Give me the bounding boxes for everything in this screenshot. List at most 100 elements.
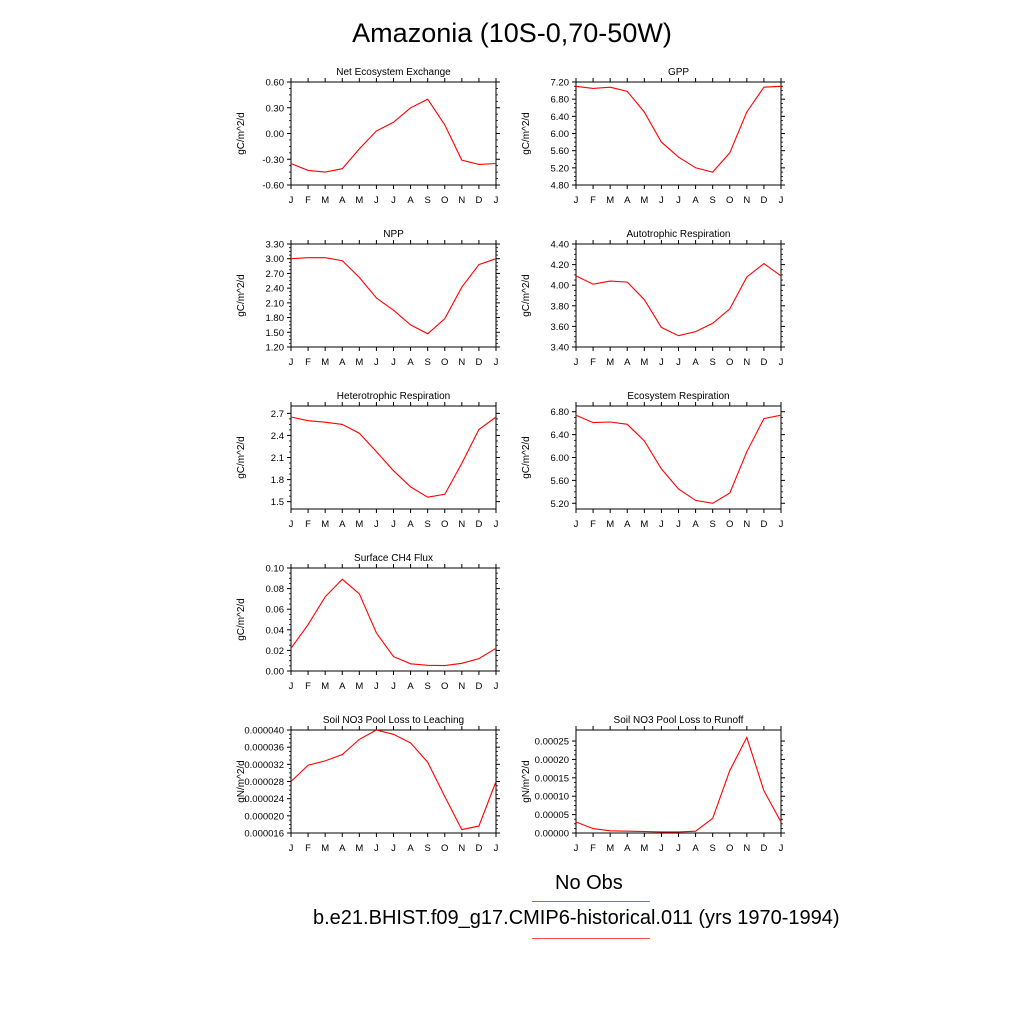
x-tick-label: J [391, 357, 396, 368]
chart-title: Surface CH4 Flux [354, 553, 433, 564]
x-tick-label: J [779, 519, 784, 530]
x-tick-label: M [640, 195, 648, 206]
chart-panel-7: Surface CH4 Flux gC/m^2/d 0.10 0.08 0.06 0.04… [236, 553, 500, 692]
x-tick-label: J [659, 519, 664, 530]
x-tick-label: J [494, 519, 499, 530]
x-tick-label: J [374, 195, 379, 206]
y-tick-label: 2.70 [266, 269, 285, 280]
x-tick-label: J [289, 195, 294, 206]
y-tick-label: 6.80 [551, 95, 570, 106]
x-tick-label: M [640, 519, 648, 530]
x-tick-label: J [659, 195, 664, 206]
series-line [575, 85, 782, 173]
y-tick-label: 1.20 [266, 343, 285, 354]
chart-panel-1: Net Ecosystem Exchange gC/m^2/d 0.60 0.30 0.… [236, 67, 500, 206]
x-tick-label: D [475, 195, 482, 206]
y-tick-label: 4.40 [551, 240, 570, 251]
x-tick-label: A [407, 519, 414, 530]
x-tick-label: J [659, 357, 664, 368]
legend-line-model [532, 938, 650, 939]
y-axis-label: gC/m^2/d [236, 436, 247, 479]
x-tick-label: A [692, 519, 699, 530]
x-tick-label: D [475, 843, 482, 854]
x-tick-label: N [743, 519, 750, 530]
y-tick-label: 5.20 [551, 163, 570, 174]
x-tick-label: O [726, 519, 733, 530]
x-tick-label: D [760, 519, 767, 530]
y-tick-label: 4.80 [551, 181, 570, 192]
x-tick-label: S [424, 681, 430, 692]
x-tick-label: O [441, 681, 448, 692]
x-tick-label: J [494, 681, 499, 692]
y-tick-label: 0.00020 [535, 755, 569, 766]
y-axis-label: gN/m^2/d [236, 760, 247, 803]
chart-title: GPP [668, 67, 689, 78]
x-tick-label: J [574, 195, 579, 206]
x-tick-label: D [760, 843, 767, 854]
y-tick-label: 2.40 [266, 284, 285, 295]
chart-panel-9: Soil NO3 Pool Loss to RunoffgN/m^2/d0.00… [521, 715, 785, 854]
x-tick-label: A [339, 681, 346, 692]
y-axis-label: gC/m^2/d [236, 598, 247, 641]
x-tick-label: M [355, 519, 363, 530]
x-tick-label: A [407, 681, 414, 692]
x-tick-label: N [743, 195, 750, 206]
x-tick-label: S [424, 843, 430, 854]
x-tick-label: O [726, 843, 733, 854]
x-tick-label: A [692, 357, 699, 368]
plot-frame [575, 405, 782, 510]
y-tick-label: 0.06 [266, 605, 285, 616]
y-tick-label: 3.80 [551, 301, 570, 312]
y-tick-label: 1.50 [266, 328, 285, 339]
chart-title: Heterotrophic Respiration [337, 391, 450, 402]
x-tick-label: F [590, 519, 596, 530]
x-tick-label: D [760, 195, 767, 206]
x-tick-label: J [289, 357, 294, 368]
y-tick-label: 2.4 [271, 431, 284, 442]
x-tick-label: A [624, 195, 631, 206]
x-tick-label: A [624, 843, 631, 854]
chart-panel-4: Autotrophic Respiration gC/m^2/d 4.40 4.20 4… [521, 229, 785, 368]
x-tick-label: J [289, 681, 294, 692]
x-tick-label: J [494, 843, 499, 854]
x-tick-label: J [494, 357, 499, 368]
y-tick-label: 0.04 [266, 625, 285, 636]
x-tick-label: J [676, 519, 681, 530]
x-tick-label: M [321, 681, 329, 692]
y-tick-label: 0.30 [266, 103, 285, 114]
x-tick-label: A [692, 195, 699, 206]
x-tick-label: O [441, 519, 448, 530]
x-tick-label: F [305, 681, 311, 692]
x-tick-label: M [321, 195, 329, 206]
y-tick-label: 1.5 [271, 497, 284, 508]
x-tick-label: J [779, 357, 784, 368]
x-tick-label: N [458, 195, 465, 206]
chart-panel-8: Soil NO3 Pool Loss to LeachinggN/m^2/d0.… [236, 715, 500, 854]
legend-line-obs [532, 901, 650, 902]
series-line [290, 98, 497, 173]
y-tick-label: 0.08 [266, 584, 285, 595]
x-tick-label: J [574, 843, 579, 854]
x-tick-label: J [289, 519, 294, 530]
x-tick-label: J [391, 681, 396, 692]
y-axis-label: gC/m^2/d [521, 436, 532, 479]
x-tick-label: A [339, 195, 346, 206]
y-axis-label: gC/m^2/d [521, 274, 532, 317]
chart-title: Ecosystem Respiration [627, 391, 729, 402]
x-tick-label: D [475, 681, 482, 692]
y-axis-label: gN/m^2/d [521, 760, 532, 803]
x-tick-label: D [475, 357, 482, 368]
x-tick-label: M [355, 843, 363, 854]
x-tick-label: A [339, 843, 346, 854]
y-tick-label: 0.000020 [244, 811, 284, 822]
y-tick-label: 0.10 [266, 564, 285, 575]
series-line [290, 729, 497, 831]
x-tick-label: J [676, 357, 681, 368]
x-tick-label: F [305, 195, 311, 206]
x-tick-label: J [676, 195, 681, 206]
x-tick-label: F [590, 195, 596, 206]
y-tick-label: 0.000032 [244, 760, 284, 771]
x-tick-label: S [424, 357, 430, 368]
y-tick-label: -0.30 [262, 155, 284, 166]
